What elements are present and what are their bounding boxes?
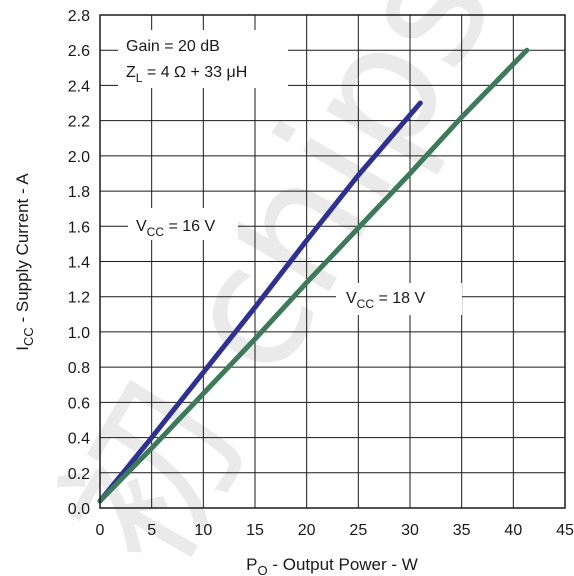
y-tick-label: 0.2 [68,466,90,483]
y-tick-label: 1.8 [68,184,90,201]
gain-label-bg [118,30,288,88]
x-tick-label: 5 [147,522,156,539]
y-tick-label: 1.0 [68,325,90,342]
y-tick-label: 2.0 [68,149,90,166]
x-tick-labels: 0 5 10 15 20 25 30 35 40 45 [96,522,574,539]
series-line-1 [97,100,423,504]
x-tick-label: 30 [401,522,419,539]
vcc16-label-bg [128,208,238,240]
vcc18-label: VCC = 18 V [346,290,425,311]
y-tick-label: 0.8 [68,360,90,377]
series-line-2 [97,47,530,504]
y-tick-labels: 0.0 0.2 0.4 0.6 0.8 1.0 1.2 1.4 1.6 1.8 2.0 2.2 2.4 2… [68,8,90,518]
x-tick-label: 20 [298,522,316,539]
y-tick-label: 0.0 [68,501,90,518]
y-tick-label: 2.6 [68,43,90,60]
x-tick-label: 40 [504,522,522,539]
gain-label: Gain = 20 dB [126,38,220,55]
y-tick-label: 0.4 [68,431,90,448]
y-tick-label: 0.6 [68,395,90,412]
y-tick-label: 1.6 [68,219,90,236]
vcc16-label: VCC = 16 V [136,218,215,239]
y-tick-label: 2.2 [68,114,90,131]
x-tick-label: 45 [556,522,574,539]
x-axis-title: PO - Output Power - W [246,555,418,576]
y-tick-label: 1.2 [68,290,90,307]
x-tick-label: 10 [194,522,212,539]
plot-frame [99,14,566,509]
y-tick-label: 2.4 [68,78,90,95]
y-tick-label: 1.4 [68,255,90,272]
x-tick-label: 25 [349,522,367,539]
vcc18-label-bg [336,283,462,315]
zl-label: ZL = 4 Ω + 33 μH [126,64,247,85]
y-axis-title: ICC - Supply Current - A [13,173,36,351]
x-tick-label: 0 [96,522,105,539]
x-tick-label: 35 [453,522,471,539]
x-tick-label: 15 [246,522,264,539]
series-lines [97,47,530,504]
y-tick-label: 2.8 [68,8,90,25]
